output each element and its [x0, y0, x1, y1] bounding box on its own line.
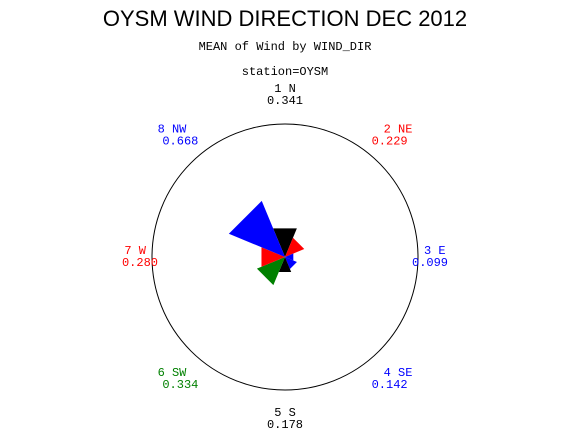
- group-label: station=OYSM: [242, 65, 328, 79]
- direction-label: 7 W: [124, 244, 146, 258]
- wedge: [261, 247, 285, 267]
- value-label: 0.142: [372, 378, 408, 392]
- wedge: [285, 237, 305, 257]
- direction-label: 2 NE: [384, 123, 413, 137]
- chart-title: OYSM WIND DIRECTION DEC 2012: [103, 6, 467, 31]
- wedge: [278, 257, 292, 272]
- direction-label: 8 NW: [158, 123, 188, 137]
- direction-label: 3 E: [424, 244, 446, 258]
- value-label: 0.334: [162, 378, 198, 392]
- chart-subtitle: MEAN of Wind by WIND_DIR: [199, 40, 372, 54]
- direction-label: 6 SW: [158, 366, 188, 380]
- value-label: 0.280: [122, 256, 158, 270]
- wedge: [228, 200, 285, 257]
- value-label: 0.668: [162, 135, 198, 149]
- value-label: 0.178: [267, 418, 303, 430]
- value-label: 0.099: [412, 256, 448, 270]
- direction-label: 1 N: [274, 82, 296, 96]
- value-label: 0.341: [267, 94, 303, 108]
- outer-circle: [151, 123, 419, 391]
- wedge: [285, 253, 294, 261]
- direction-label: 5 S: [274, 406, 296, 420]
- wedge: [256, 257, 285, 286]
- direction-label: 4 SE: [384, 366, 413, 380]
- wedge: [273, 228, 297, 257]
- wedge: [285, 257, 297, 269]
- value-label: 0.229: [372, 135, 408, 149]
